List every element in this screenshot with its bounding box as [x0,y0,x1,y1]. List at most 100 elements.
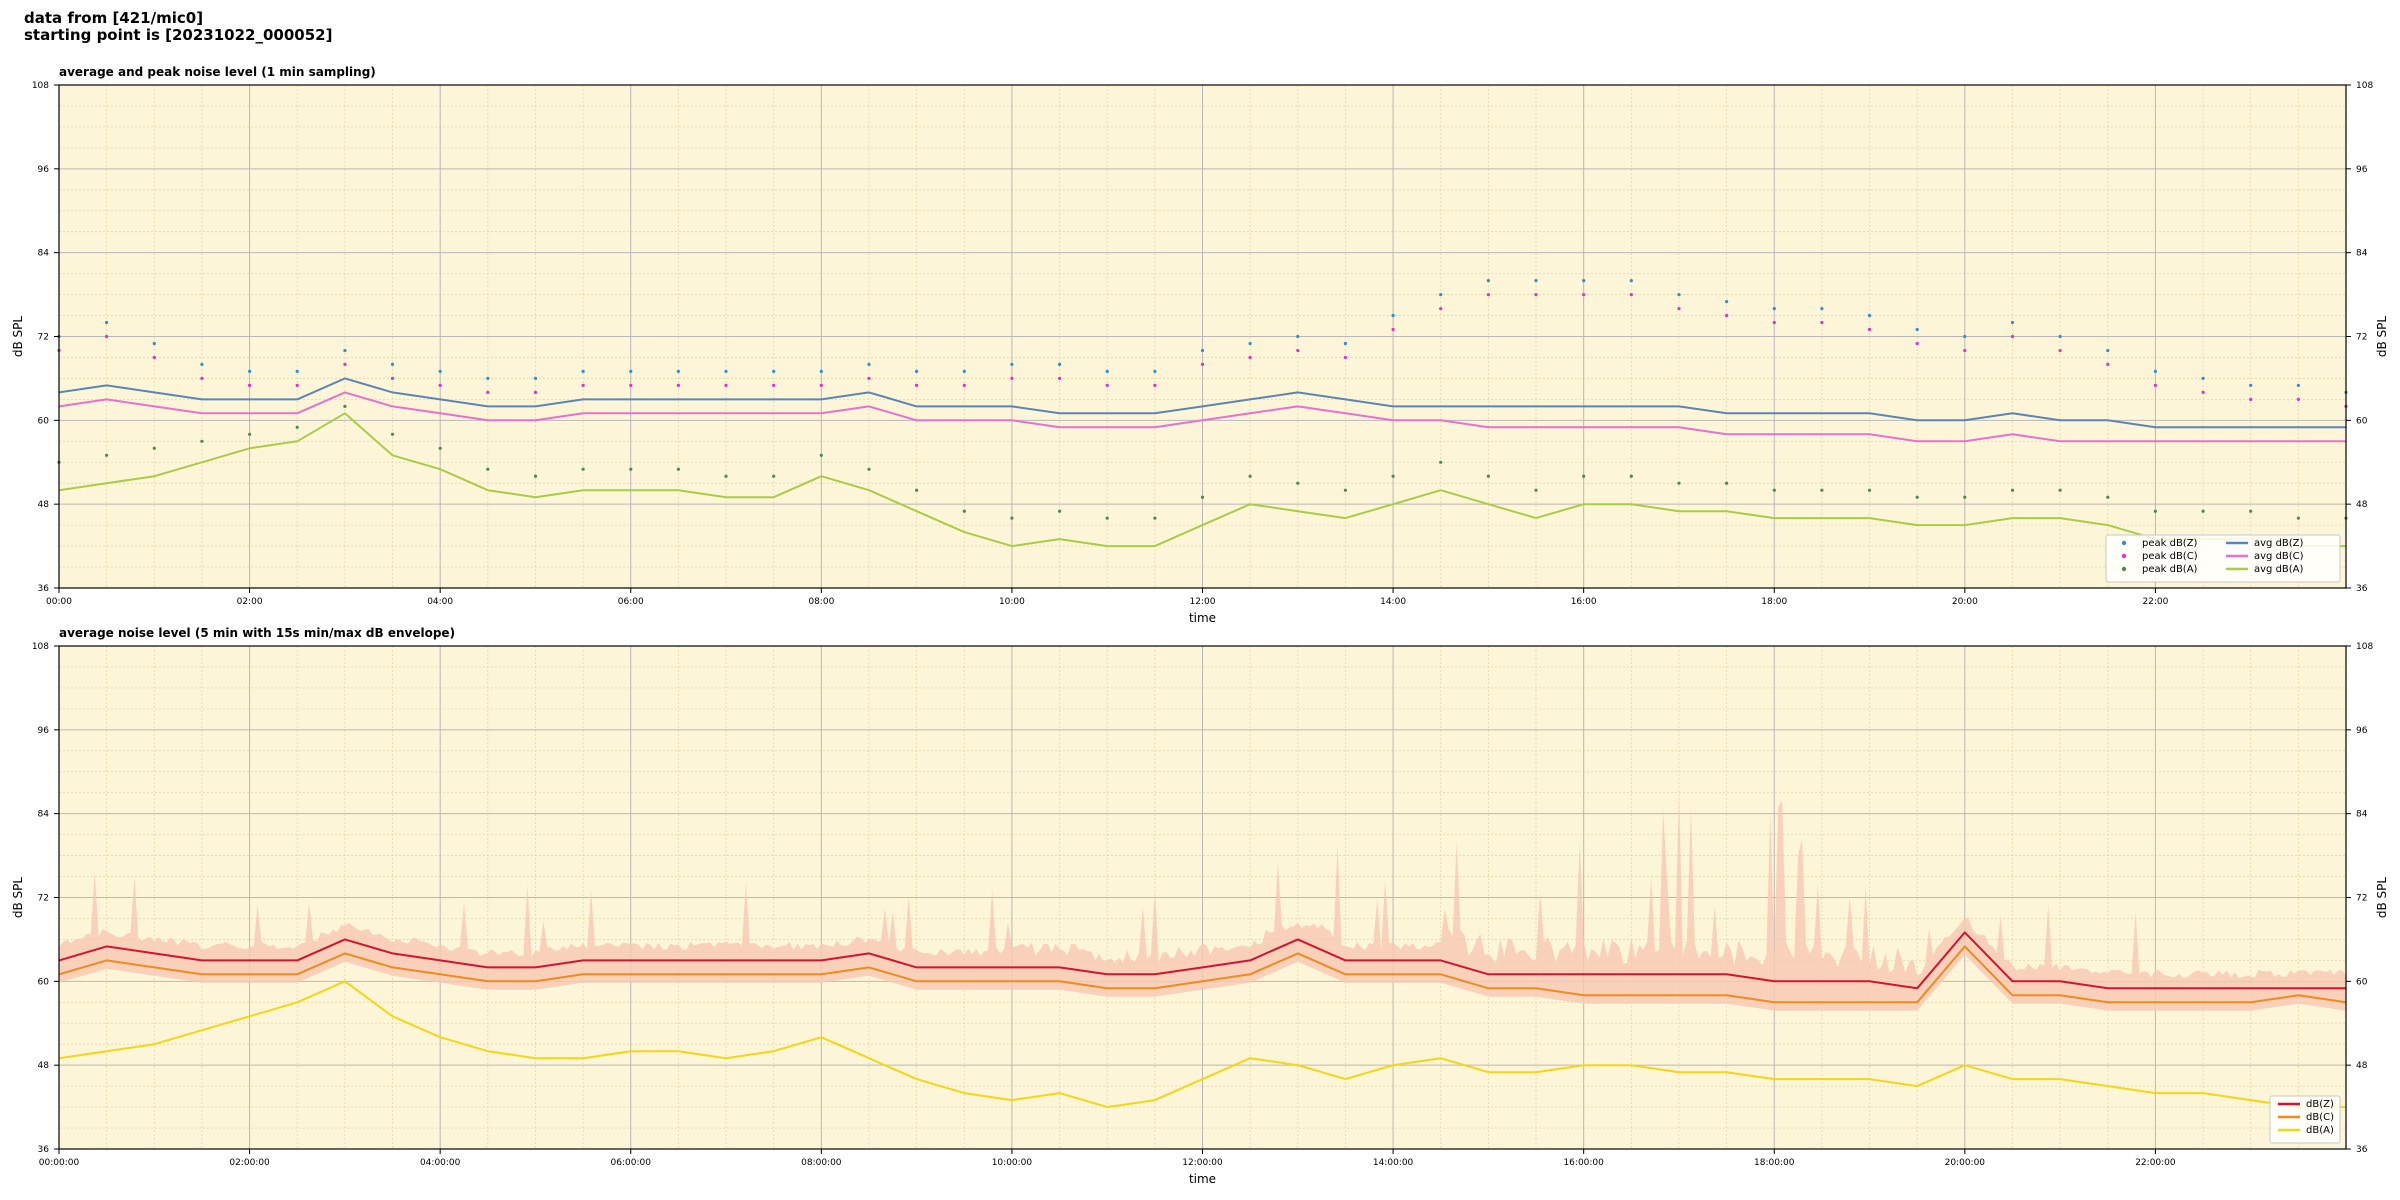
legend-label: avg dB(Z) [2254,538,2304,549]
data-point [2106,495,2110,499]
data-point [1439,307,1443,311]
y-axis-label: dB SPL [11,877,25,919]
chart-panel-2: 00:00:00 02:00:00 04:00:00 06:00:00 08:00:00… [11,626,2389,1186]
data-point [1867,313,1872,318]
y-tick-label-right: 96 [2356,726,2368,736]
data-point [1486,279,1490,283]
legend-marker [2121,566,2127,572]
data-point [1105,516,1109,520]
data-point [1534,279,1538,283]
data-point [1200,362,1205,366]
data-point [867,362,871,366]
data-point [486,376,490,380]
data-point [105,320,109,325]
data-point [2153,383,2157,387]
y-tick-label-right: 48 [2356,1061,2368,1071]
data-point [1296,348,1300,353]
data-point [915,488,919,492]
y-tick-label: 72 [38,333,49,343]
x-tick-label: 22:00:00 [2135,1158,2176,1168]
y-tick-label-right: 84 [2356,810,2368,820]
data-point [2010,320,2015,325]
data-point [390,376,395,380]
data-point [1010,362,1014,366]
data-point [1105,383,1109,387]
series-line-db-z- [58,931,2346,990]
data-point [1963,334,1967,339]
data-point [343,348,347,353]
data-point [1820,488,1824,492]
data-point [915,369,919,373]
legend-marker [2121,553,2127,559]
x-tick-label: 18:00 [1761,597,1787,607]
series-peak-db-c- [57,293,2348,408]
data-point [724,383,728,387]
series-line-avg-db-a- [58,412,2346,548]
data-point [1296,481,1300,485]
data-point [1629,293,1633,297]
data-point [1248,341,1252,346]
data-point [105,334,109,339]
y-tick-label: 60 [38,977,50,987]
series-line-db-c- [58,945,2347,1004]
x-tick-label: 04:00 [427,597,453,607]
y-tick-label: 108 [32,81,49,91]
series-line-db-a- [58,980,2346,1109]
data-point [248,369,252,373]
data-point [2249,509,2253,513]
x-tick-label: 16:00:00 [1563,1158,1604,1168]
data-point [1343,355,1347,360]
data-point [2010,334,2015,339]
y-tick-label: 36 [38,584,50,594]
data-point [2058,334,2062,339]
data-point [1677,307,1681,311]
data-point [533,474,538,478]
legend-marker [2121,540,2127,546]
data-point [1534,293,1538,297]
y-tick-label: 48 [38,500,50,510]
data-point [1772,488,1776,492]
data-point [343,404,347,408]
data-point [1629,474,1633,478]
data-point [1772,320,1776,325]
legend-label: peak dB(Z) [2142,538,2198,549]
data-point [295,369,299,373]
x-tick-label: 10:00:00 [992,1158,1033,1168]
data-point [1153,516,1157,520]
x-tick-label: 04:00:00 [420,1158,461,1168]
data-point [629,369,633,373]
y-tick-label-right: 36 [2356,584,2368,594]
legend-box [2105,534,2341,583]
series-peak-db-z- [57,279,2348,394]
data-point [915,383,919,387]
data-point [1963,495,1967,499]
data-point [2153,509,2157,513]
x-tick-label: 14:00 [1380,597,1406,607]
header-source: data from [421/mic0] [24,9,204,27]
data-point [390,362,395,366]
data-point [1200,495,1205,499]
x-tick-label: 22:00 [2142,597,2168,607]
x-tick-label: 02:00:00 [229,1158,270,1168]
data-point [2296,397,2300,401]
legend: dB(Z) dB(C) dB(A) [2269,1095,2341,1144]
y-tick-label: 36 [38,1145,50,1155]
data-point [676,383,681,387]
data-point [1200,348,1205,353]
x-tick-label: 08:00 [808,597,834,607]
data-point [2296,383,2300,387]
y-tick-label-right: 60 [2356,416,2368,426]
legend-label: dB(A) [2306,1125,2334,1136]
data-point [581,467,585,471]
series-peak-db-a- [57,404,2348,520]
data-point [581,383,585,387]
data-point [248,383,252,387]
x-tick-label: 20:00 [1952,597,1978,607]
data-point [819,453,823,457]
data-point [200,439,204,443]
data-point [295,383,299,387]
data-point [533,390,538,394]
data-point [629,383,633,387]
data-point [1915,327,1919,332]
